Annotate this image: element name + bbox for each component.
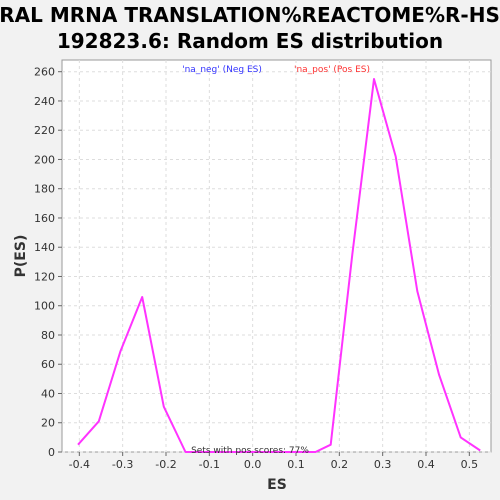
es-distribution-line [77, 78, 481, 453]
y-tick-label: 220 [34, 124, 55, 137]
x-tick-label: 0.1 [287, 458, 305, 471]
legend-pos-label: 'na_pos' (Pos ES) [294, 65, 370, 75]
y-tick-label: 60 [41, 358, 55, 371]
y-tick-label: 200 [34, 153, 55, 166]
y-tick-label: 100 [34, 300, 55, 313]
x-tick-label: 0.2 [331, 458, 349, 471]
series-layer [77, 78, 481, 453]
y-axis-label: P(ES) [13, 235, 29, 278]
axis-ticks: -0.4 -0.3 -0.2 -0.1 0.0 0.1 0.2 0.3 0.4 0.5 0 20 40 6… [34, 66, 478, 471]
y-tick-label: 20 [41, 417, 55, 430]
x-tick-label: -0.3 [112, 458, 133, 471]
plot-area [61, 59, 492, 453]
x-tick-label: -0.2 [155, 458, 176, 471]
y-tick-label: 120 [34, 270, 55, 283]
x-axis-label: ES [267, 477, 287, 493]
x-tick-label: 0.0 [244, 458, 262, 471]
y-tick-label: 140 [34, 241, 55, 254]
y-tick-label: 240 [34, 95, 55, 108]
y-tick-label: 80 [41, 329, 55, 342]
x-tick-label: 0.4 [417, 458, 435, 471]
y-tick-label: 160 [34, 212, 55, 225]
x-tick-label: 0.5 [461, 458, 479, 471]
pos-scores-annotation: Sets with pos scores: 77% [191, 446, 309, 456]
x-tick-label: -0.1 [199, 458, 220, 471]
chart-title-line2: 192823.6: Random ES distribution [57, 29, 443, 53]
y-tick-label: 0 [48, 446, 55, 459]
legend-neg-label: 'na_neg' (Neg ES) [182, 65, 262, 75]
y-tick-label: 260 [34, 66, 55, 79]
grid-lines [62, 60, 491, 453]
x-tick-label: -0.4 [69, 458, 90, 471]
y-tick-label: 40 [41, 387, 55, 400]
chart-title-line1: VIRAL MRNA TRANSLATION%REACTOME%R-HSA- [0, 3, 500, 27]
y-tick-label: 180 [34, 183, 55, 196]
x-tick-label: 0.3 [374, 458, 392, 471]
